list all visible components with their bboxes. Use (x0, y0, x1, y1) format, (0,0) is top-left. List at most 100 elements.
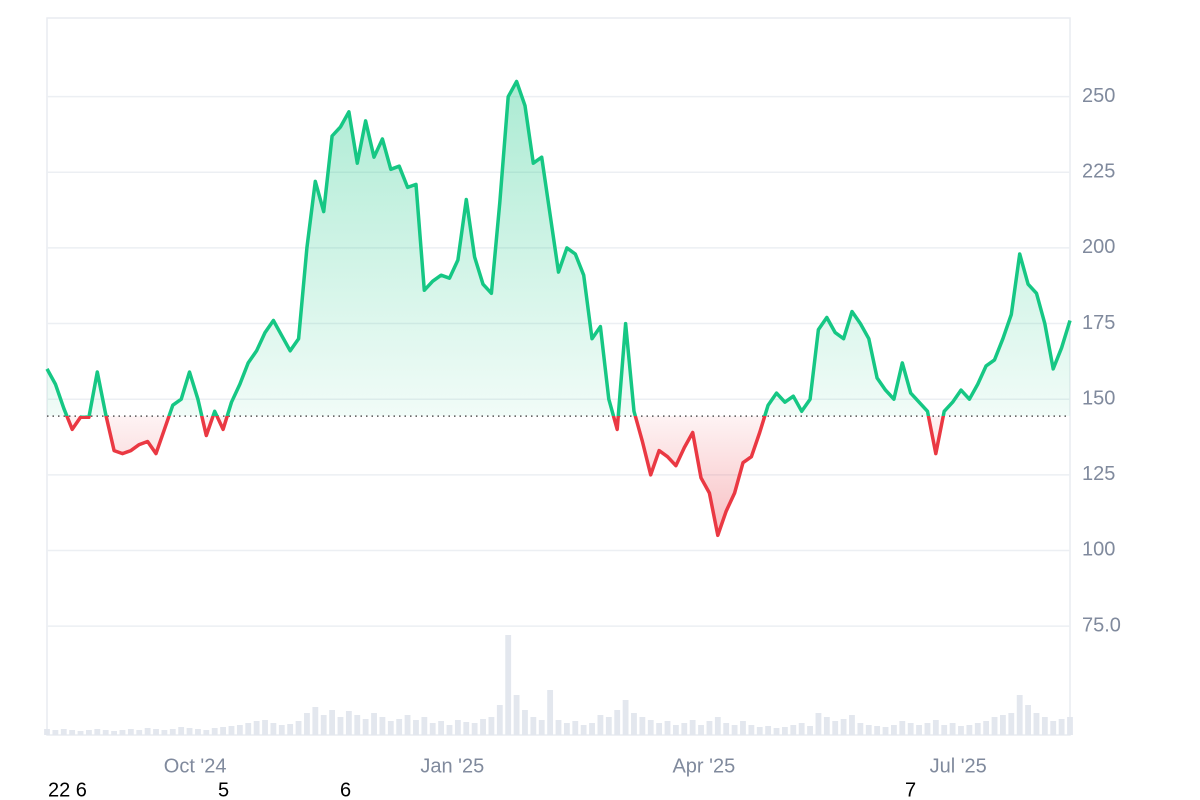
volume-bar (589, 723, 595, 735)
y-tick-label: 175 (1082, 312, 1115, 334)
volume-bar (681, 723, 688, 735)
volume-bar (337, 717, 344, 735)
volume-bar (86, 730, 92, 735)
volume-bar (379, 717, 386, 735)
volume-bar (698, 725, 704, 735)
y-tick-label: 125 (1082, 463, 1115, 485)
volume-bar (203, 730, 210, 735)
volume-bar (631, 713, 637, 735)
volume-bar (505, 635, 512, 735)
volume-bar (253, 721, 260, 735)
volume-bar (362, 719, 369, 735)
volume-bar (228, 726, 235, 735)
volume-bar (798, 723, 805, 735)
volume-bar (748, 725, 755, 735)
volume-bar (563, 723, 570, 735)
volume-bar (731, 725, 738, 735)
volume-bar (102, 730, 109, 735)
volume-bar (882, 727, 889, 735)
volume-bar (345, 711, 352, 735)
volume-bar (60, 729, 67, 735)
volume-bar (756, 727, 763, 735)
volume-bar (77, 731, 84, 735)
volume-bar (404, 715, 411, 735)
volume-bar (865, 725, 872, 735)
volume-bar (924, 723, 931, 735)
y-tick-label: 75.0 (1082, 614, 1121, 636)
volume-bar (706, 721, 713, 735)
volume-bar (454, 720, 461, 735)
volume-bar (941, 725, 948, 735)
volume-bar (874, 726, 881, 735)
volume-bar (127, 729, 134, 735)
volume-bar (1041, 717, 1048, 735)
volume-bar (723, 723, 730, 735)
price-area (47, 81, 1070, 536)
volume-bar (178, 727, 185, 735)
volume-bar (1000, 715, 1006, 735)
volume-bar (144, 728, 151, 735)
volume-bar (622, 700, 629, 735)
volume-bar (169, 729, 176, 735)
volume-bar (974, 723, 981, 735)
volume-bar (689, 720, 696, 735)
volume-bar (211, 728, 218, 735)
volume-bar (429, 723, 436, 735)
volume-bar (236, 725, 243, 735)
volume-bar (111, 731, 117, 735)
y-tick-label: 250 (1082, 85, 1115, 107)
volume-bar (714, 717, 721, 735)
volume-bar (530, 717, 537, 735)
price-line (45, 79, 1072, 538)
volume-bar (672, 725, 679, 735)
volume-bar (849, 715, 855, 735)
volume-bar (857, 723, 864, 735)
volume-bar (656, 723, 663, 735)
volume-bar (320, 715, 327, 735)
volume-bar (52, 730, 59, 735)
volume-bar (639, 717, 646, 735)
volume-bar (304, 713, 310, 735)
volume-bar (270, 723, 277, 735)
volume-bar (647, 720, 654, 735)
volume-bar (605, 717, 612, 735)
volume-bar (471, 723, 478, 735)
volume-bar (488, 717, 495, 735)
volume-bar (538, 720, 545, 735)
volume-bar (522, 710, 528, 735)
volume-bar (153, 729, 159, 735)
volume-bar (354, 715, 361, 735)
volume-bar (1008, 713, 1015, 735)
volume-bar (496, 705, 503, 735)
volume-bar (991, 717, 998, 735)
x-tick-label: Jul '25 (930, 755, 987, 777)
x-tick-label: Jan '25 (420, 755, 484, 777)
volume-bar (823, 717, 830, 735)
volume-bar (186, 728, 193, 735)
volume-bar (413, 720, 419, 735)
volume-bar (44, 729, 50, 735)
volume-bar (1058, 719, 1065, 735)
volume-bar (815, 713, 822, 735)
volume-bar (371, 713, 377, 735)
volume-bar (312, 707, 319, 735)
volume-bar (245, 723, 252, 735)
volume-bar (513, 695, 520, 735)
volume-bar (949, 723, 956, 735)
volume-bar (958, 726, 964, 735)
volume-bar (580, 725, 587, 735)
x-tick-label: Oct '24 (164, 755, 227, 777)
volume-bar (790, 725, 797, 735)
volume-bar (438, 721, 445, 735)
volume-bar (1067, 717, 1073, 735)
volume-bar (262, 720, 268, 735)
volume-bar (195, 729, 201, 735)
volume-bar (614, 710, 621, 735)
volume-bar (597, 715, 604, 735)
volume-bar (329, 710, 336, 735)
volume-bar (932, 720, 939, 735)
footer-label: 22 6 (48, 779, 87, 800)
volume-bar (421, 717, 428, 735)
volume-bar (1016, 695, 1023, 735)
volume-bar (1033, 713, 1040, 735)
